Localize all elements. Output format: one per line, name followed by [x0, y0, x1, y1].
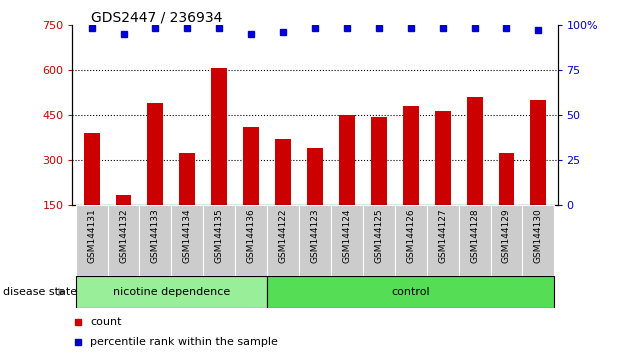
Bar — [115, 195, 132, 251]
Bar — [180, 153, 195, 251]
Text: GSM144136: GSM144136 — [247, 208, 256, 263]
Text: GSM144128: GSM144128 — [470, 208, 479, 263]
Bar — [203, 205, 235, 276]
Bar — [403, 106, 419, 251]
Text: GSM144135: GSM144135 — [215, 208, 224, 263]
Bar — [76, 276, 267, 308]
Text: control: control — [391, 287, 430, 297]
Bar — [147, 103, 163, 251]
Bar — [491, 205, 522, 276]
Text: GSM144123: GSM144123 — [311, 208, 319, 263]
Bar — [211, 68, 227, 251]
Text: GSM144122: GSM144122 — [278, 208, 287, 263]
Bar — [371, 116, 387, 251]
Bar — [459, 205, 491, 276]
Bar — [108, 205, 139, 276]
Bar — [427, 205, 459, 276]
Bar — [363, 205, 395, 276]
Bar — [331, 205, 363, 276]
Bar — [395, 205, 427, 276]
Text: percentile rank within the sample: percentile rank within the sample — [90, 337, 278, 347]
Text: GSM144134: GSM144134 — [183, 208, 192, 263]
Bar — [275, 139, 291, 251]
Bar — [76, 205, 108, 276]
Bar — [435, 110, 450, 251]
Text: nicotine dependence: nicotine dependence — [113, 287, 230, 297]
Bar — [498, 153, 515, 251]
Bar — [171, 205, 203, 276]
Text: disease state: disease state — [3, 287, 77, 297]
Text: GSM144131: GSM144131 — [87, 208, 96, 263]
Bar — [467, 97, 483, 251]
Text: GSM144132: GSM144132 — [119, 208, 128, 263]
Text: count: count — [90, 318, 122, 327]
Bar — [84, 133, 100, 251]
Bar — [267, 205, 299, 276]
Bar — [530, 100, 546, 251]
Bar — [307, 148, 323, 251]
Bar — [339, 115, 355, 251]
Bar — [235, 205, 267, 276]
Text: GSM144126: GSM144126 — [406, 208, 415, 263]
Text: GSM144124: GSM144124 — [343, 208, 352, 263]
Text: GDS2447 / 236934: GDS2447 / 236934 — [91, 11, 223, 25]
Text: GSM144129: GSM144129 — [502, 208, 511, 263]
Text: GSM144125: GSM144125 — [374, 208, 383, 263]
Text: GSM144127: GSM144127 — [438, 208, 447, 263]
Bar — [299, 205, 331, 276]
Bar — [267, 276, 554, 308]
Bar — [139, 205, 171, 276]
Text: GSM144130: GSM144130 — [534, 208, 543, 263]
Bar — [522, 205, 554, 276]
Text: GSM144133: GSM144133 — [151, 208, 160, 263]
Bar — [243, 127, 259, 251]
